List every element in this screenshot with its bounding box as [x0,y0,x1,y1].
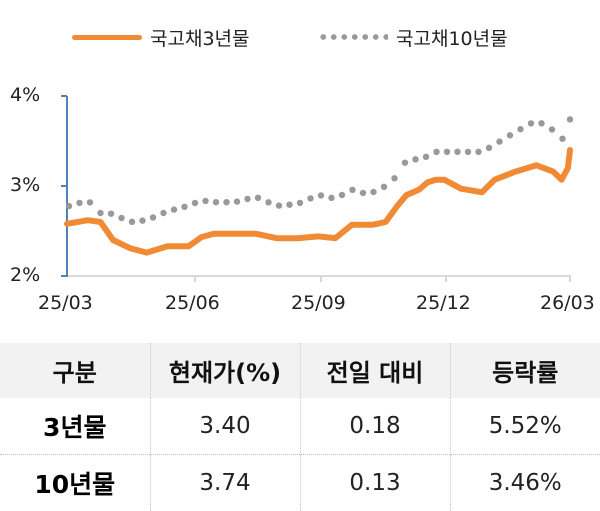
row-label: 3년물 [0,398,150,455]
header-current-price: 현재가(%) [150,343,300,398]
row-label: 10년물 [0,455,150,511]
bond-summary-table: 구분 현재가(%) 전일 대비 등락률 3년물 3.40 0.18 5.52% … [0,343,600,511]
table-row: 10년물 3.74 0.13 3.46% [0,455,600,511]
header-change-rate: 등락률 [450,343,600,398]
change: 0.18 [300,398,450,455]
plot-area [0,0,600,330]
table-header-row: 구분 현재가(%) 전일 대비 등락률 [0,343,600,398]
current-price: 3.40 [150,398,300,455]
change-rate: 5.52% [450,398,600,455]
series-3y-line [67,150,570,253]
table-row: 3년물 3.40 0.18 5.52% [0,398,600,455]
bond-yield-chart: 국고채3년물 국고채10년물 4% 3% 2% 25/03 25/06 25/0… [0,0,600,330]
header-change: 전일 대비 [300,343,450,398]
current-price: 3.74 [150,455,300,511]
series-10y-dots [66,116,573,225]
header-category: 구분 [0,343,150,398]
change-rate: 3.46% [450,455,600,511]
change: 0.13 [300,455,450,511]
